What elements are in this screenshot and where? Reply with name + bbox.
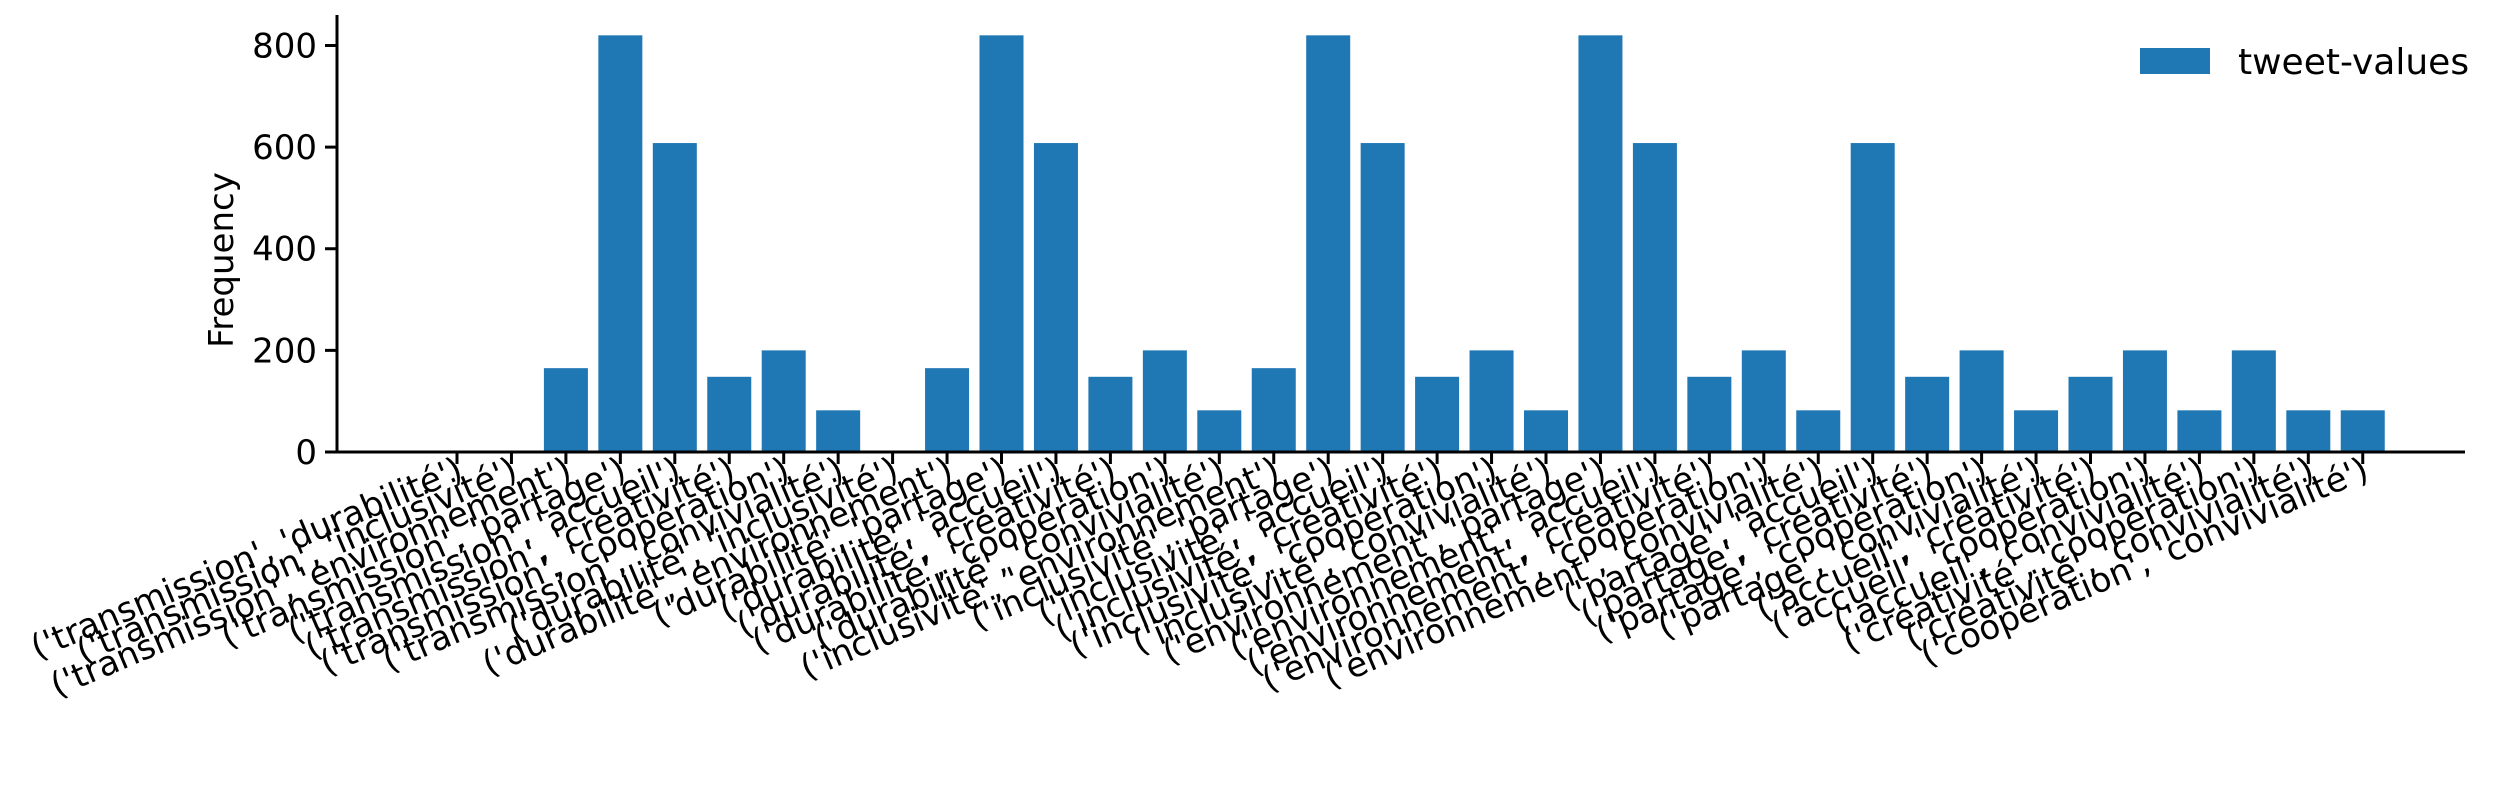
bar — [1033, 143, 1078, 453]
bar — [1088, 376, 1133, 452]
bar — [1632, 143, 1677, 453]
bar — [2177, 410, 2222, 452]
bar — [925, 368, 970, 452]
bar — [1142, 350, 1187, 452]
bar — [1578, 35, 1623, 452]
y-tick-label: 600 — [252, 128, 317, 168]
y-tick-label: 200 — [252, 331, 317, 371]
bar — [1415, 376, 1460, 452]
bar — [761, 350, 806, 452]
bar — [707, 376, 752, 452]
legend-swatch — [2140, 48, 2210, 74]
bar — [598, 35, 643, 452]
bar — [1469, 350, 1514, 452]
axes-group — [335, 15, 2465, 454]
x-ticks-group: ('transmission', 'durabilité')('transmis… — [25, 449, 2374, 705]
bar — [2122, 350, 2167, 452]
bar — [1360, 143, 1405, 453]
y-tick-label: 400 — [252, 230, 317, 270]
bar — [2231, 350, 2276, 452]
bar — [2340, 410, 2385, 452]
bar — [1524, 410, 1568, 452]
bar — [543, 368, 588, 452]
bar — [2068, 376, 2113, 452]
legend-label-tweet-values: tweet-values — [2238, 42, 2469, 83]
bar — [1687, 376, 1732, 452]
bar — [2286, 410, 2331, 452]
bar — [1959, 350, 2004, 452]
bar — [1251, 368, 1296, 452]
bar — [2014, 410, 2059, 452]
bar — [652, 143, 697, 453]
bar — [1306, 35, 1351, 452]
y-axis-title: Frequency — [202, 172, 242, 348]
bar — [1905, 376, 1950, 452]
y-tick-label: 800 — [252, 26, 317, 66]
bar — [1850, 143, 1895, 453]
legend: tweet-values — [2140, 42, 2469, 83]
bar — [816, 410, 861, 452]
bar — [979, 35, 1024, 452]
bars-group — [543, 35, 2385, 453]
y-ticks-group: 0 200 400 600 800 — [252, 26, 337, 473]
y-tick-label: 0 — [295, 433, 317, 473]
bar — [1796, 410, 1841, 452]
bar — [1741, 350, 1786, 452]
bar — [1197, 410, 1242, 452]
